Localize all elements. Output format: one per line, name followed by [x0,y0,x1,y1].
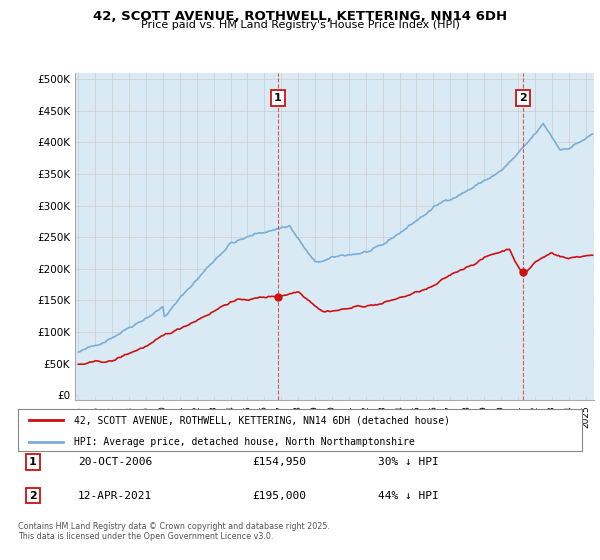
Text: 2: 2 [519,93,527,103]
Text: HPI: Average price, detached house, North Northamptonshire: HPI: Average price, detached house, Nort… [74,437,415,446]
Text: 42, SCOTT AVENUE, ROTHWELL, KETTERING, NN14 6DH: 42, SCOTT AVENUE, ROTHWELL, KETTERING, N… [93,10,507,23]
Text: 42, SCOTT AVENUE, ROTHWELL, KETTERING, NN14 6DH (detached house): 42, SCOTT AVENUE, ROTHWELL, KETTERING, N… [74,415,451,425]
Text: £154,950: £154,950 [252,457,306,467]
Text: Price paid vs. HM Land Registry's House Price Index (HPI): Price paid vs. HM Land Registry's House … [140,20,460,30]
Text: 12-APR-2021: 12-APR-2021 [78,491,152,501]
Text: 20-OCT-2006: 20-OCT-2006 [78,457,152,467]
Text: Contains HM Land Registry data © Crown copyright and database right 2025.
This d: Contains HM Land Registry data © Crown c… [18,522,330,542]
Text: 1: 1 [274,93,282,103]
Text: £195,000: £195,000 [252,491,306,501]
Text: 44% ↓ HPI: 44% ↓ HPI [378,491,439,501]
Text: 30% ↓ HPI: 30% ↓ HPI [378,457,439,467]
Text: 1: 1 [29,457,37,467]
Text: 2: 2 [29,491,37,501]
